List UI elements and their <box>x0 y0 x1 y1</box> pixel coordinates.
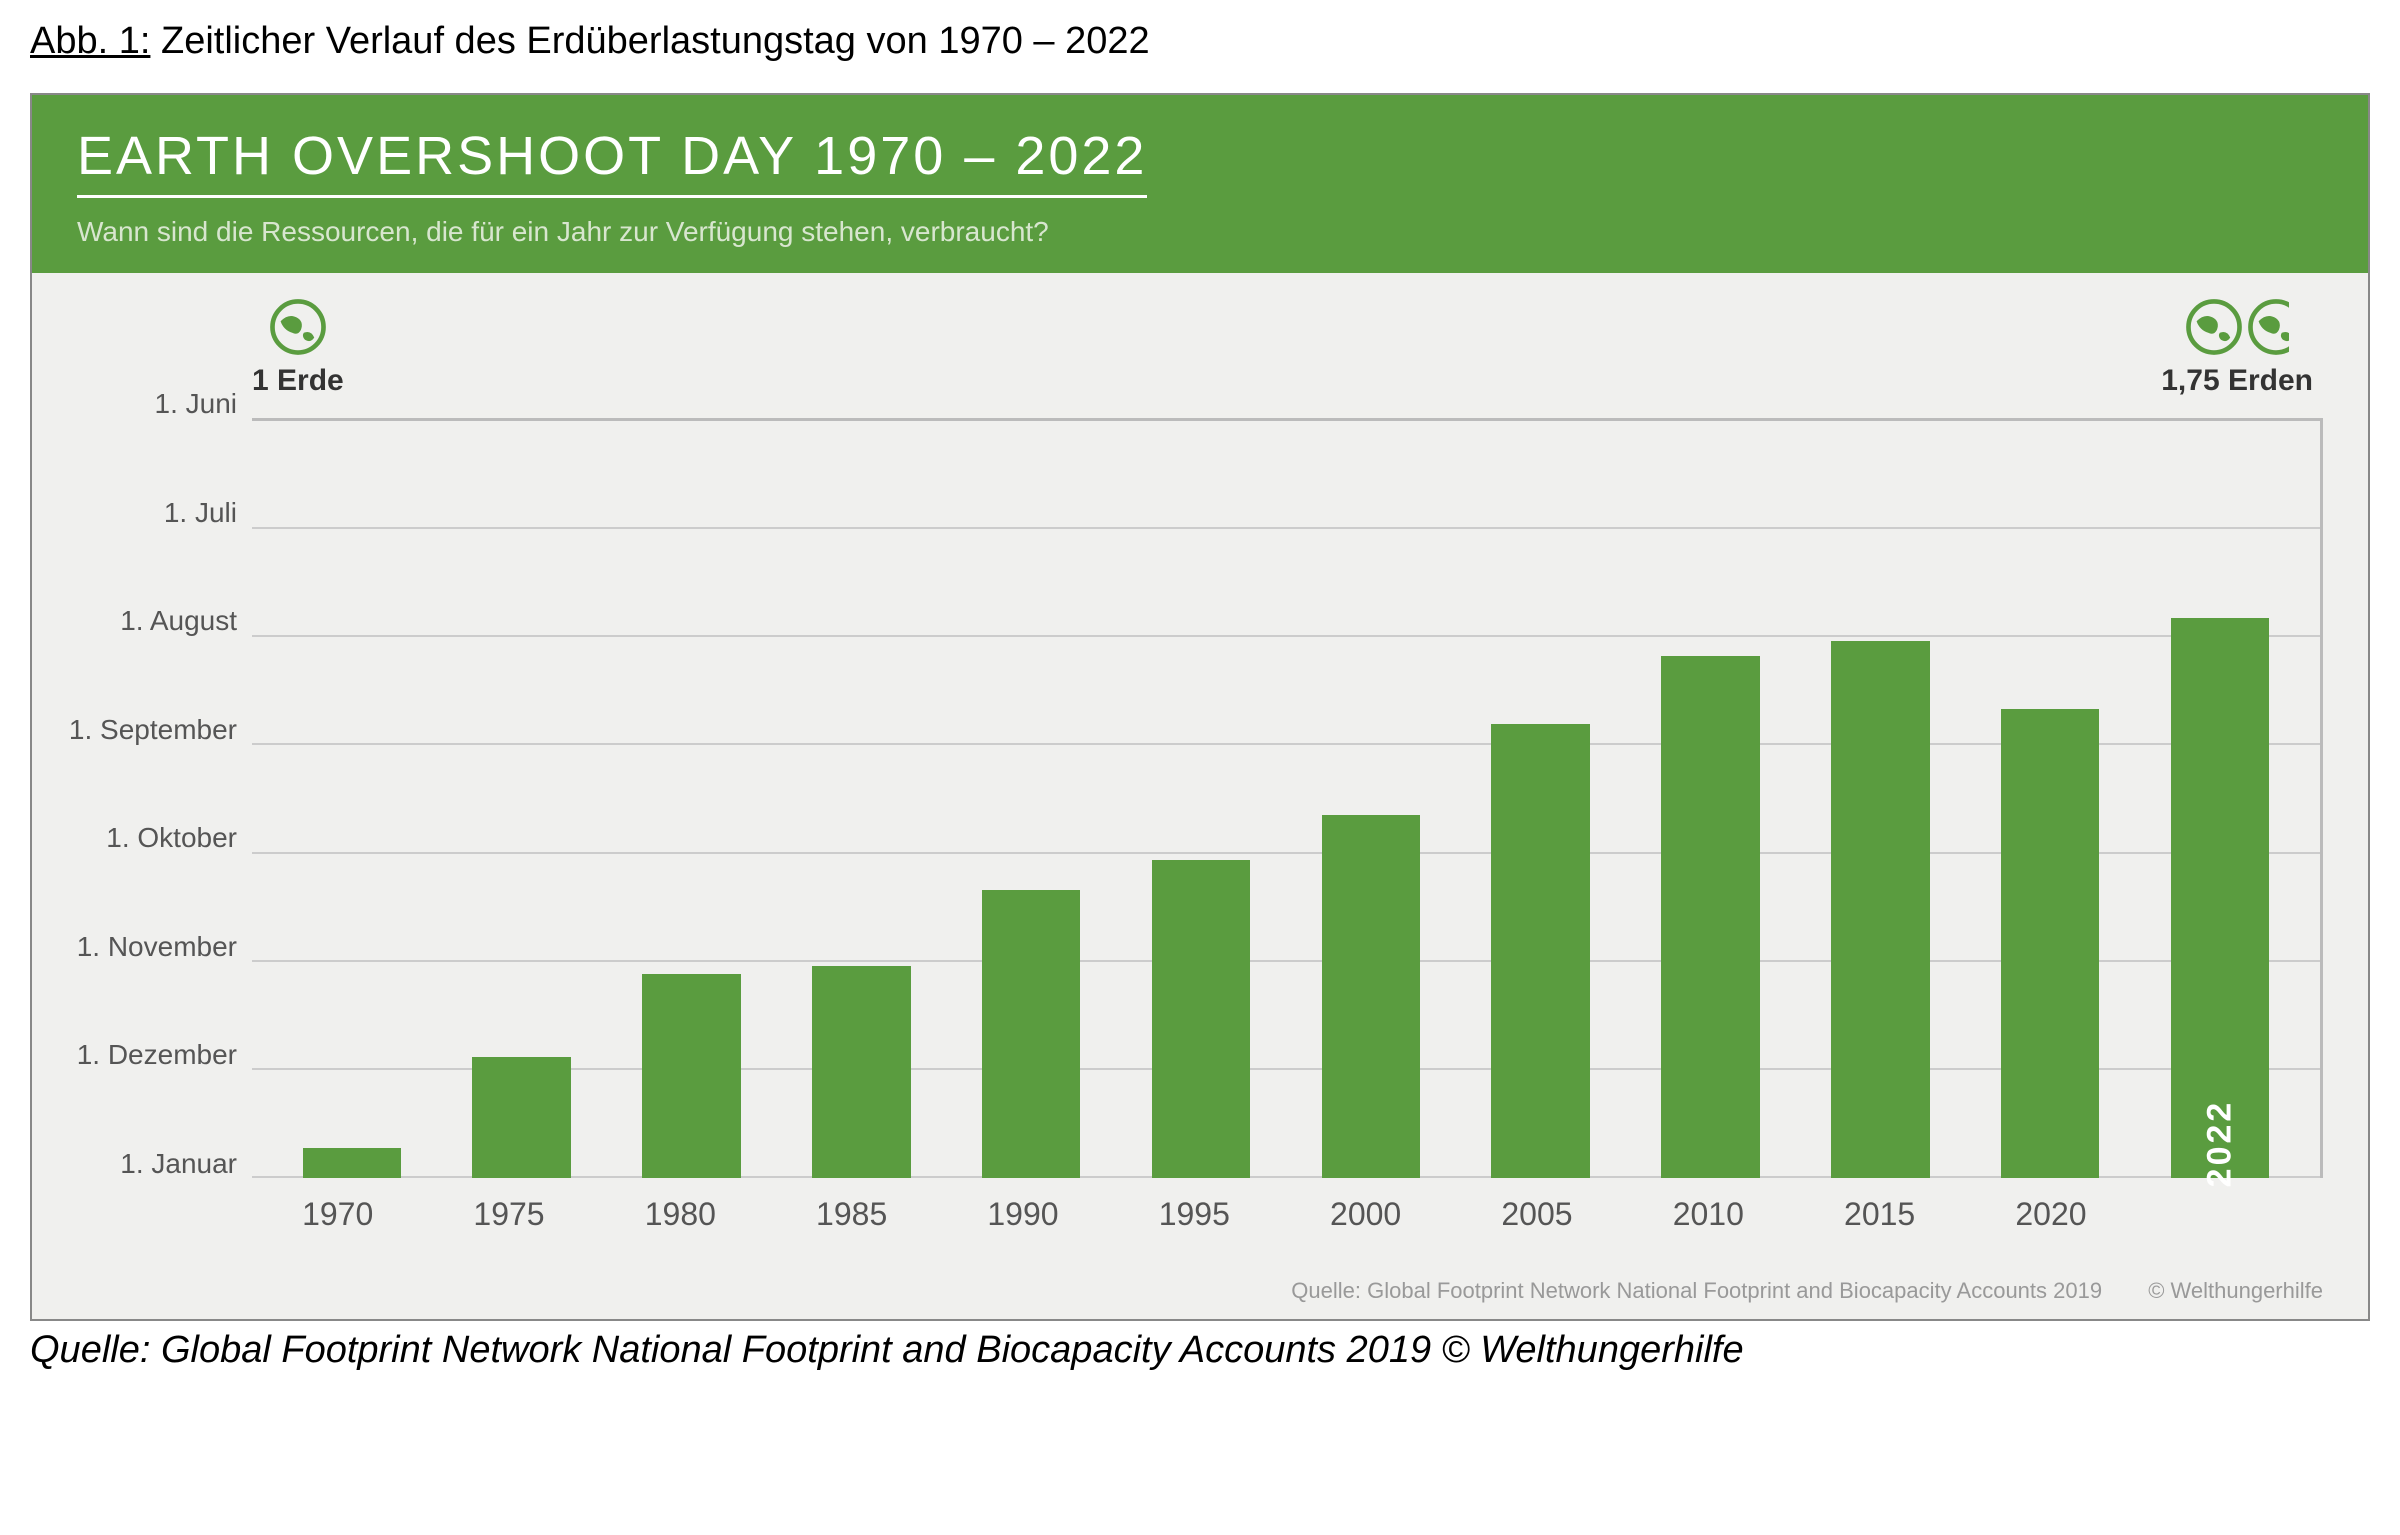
inner-source-copyright: © Welthungerhilfe <box>2148 1278 2323 1303</box>
plot-area: 1. Juni1. Juli1. August1. September1. Ok… <box>77 418 2323 1178</box>
bar <box>812 966 911 1178</box>
bar: 2022 <box>2171 618 2270 1178</box>
bar-slot <box>776 421 946 1178</box>
x-tick: 1970 <box>252 1196 423 1233</box>
x-tick: 2010 <box>1623 1196 1794 1233</box>
chart-subtitle: Wann sind die Ressourcen, die für ein Ja… <box>77 216 2323 248</box>
bar-slot <box>946 421 1116 1178</box>
bar <box>1661 656 1760 1178</box>
earth-icon-left <box>252 298 344 356</box>
chart-header: EARTH OVERSHOOT DAY 1970 – 2022 Wann sin… <box>32 95 2368 273</box>
x-tick: 1990 <box>937 1196 1108 1233</box>
chart-body: 1 Erde 1,75 Erden 1. Juni1. Juli1. Augus… <box>32 273 2368 1248</box>
x-tick: 1985 <box>766 1196 937 1233</box>
figure-text: Zeitlicher Verlauf des Erdüberlastungsta… <box>161 20 1150 62</box>
outer-source: Quelle: Global Footprint Network Nationa… <box>30 1329 2370 1372</box>
inner-source: Quelle: Global Footprint Network Nationa… <box>32 1248 2368 1319</box>
earth-text-left: 1 Erde <box>252 364 344 398</box>
bar-slot <box>607 421 777 1178</box>
x-axis: 1970197519801985199019952000200520102015… <box>77 1178 2323 1233</box>
grid-and-bars: 2022 <box>252 418 2323 1178</box>
bar-slot: 2022 <box>2135 421 2305 1178</box>
bar-slot <box>1795 421 1965 1178</box>
x-tick <box>2137 1196 2308 1233</box>
earth-labels-row: 1 Erde 1,75 Erden <box>77 298 2323 408</box>
bar <box>642 974 741 1178</box>
chart-title: EARTH OVERSHOOT DAY 1970 – 2022 <box>77 125 1147 198</box>
bar <box>1322 815 1421 1178</box>
bar-slot <box>1965 421 2135 1178</box>
x-tick: 2005 <box>1451 1196 1622 1233</box>
earth-label-right: 1,75 Erden <box>2161 298 2313 398</box>
y-axis: 1. Juni1. Juli1. August1. September1. Ok… <box>77 418 252 1178</box>
inner-source-text: Quelle: Global Footprint Network Nationa… <box>1291 1278 2102 1303</box>
bar <box>472 1057 571 1178</box>
bar <box>1152 860 1251 1178</box>
bar-slot <box>1116 421 1286 1178</box>
bar-label: 2022 <box>2201 1100 2240 1188</box>
x-tick: 1975 <box>423 1196 594 1233</box>
x-tick: 2020 <box>1965 1196 2136 1233</box>
bar <box>303 1148 402 1178</box>
bar-slot <box>1456 421 1626 1178</box>
figure-label: Abb. 1: <box>30 20 150 62</box>
globe-icon <box>269 298 327 356</box>
bar <box>2001 709 2100 1178</box>
earth-text-right: 1,75 Erden <box>2161 364 2313 398</box>
bar-slot <box>267 421 437 1178</box>
bars: 2022 <box>252 421 2320 1178</box>
earth-label-left: 1 Erde <box>252 298 344 398</box>
x-tick: 2015 <box>1794 1196 1965 1233</box>
bar <box>982 890 1081 1178</box>
x-tick: 1980 <box>595 1196 766 1233</box>
bar <box>1491 724 1590 1178</box>
globe-icon <box>2185 298 2243 356</box>
globe-partial-icon <box>2247 298 2289 356</box>
figure-caption: Abb. 1: Zeitlicher Verlauf des Erdüberla… <box>30 20 2370 63</box>
chart-container: EARTH OVERSHOOT DAY 1970 – 2022 Wann sin… <box>30 93 2370 1321</box>
bar-slot <box>1286 421 1456 1178</box>
x-tick: 2000 <box>1280 1196 1451 1233</box>
bar <box>1831 641 1930 1178</box>
bar-slot <box>437 421 607 1178</box>
x-tick: 1995 <box>1109 1196 1280 1233</box>
bar-slot <box>1626 421 1796 1178</box>
earth-icons-right <box>2161 298 2313 356</box>
